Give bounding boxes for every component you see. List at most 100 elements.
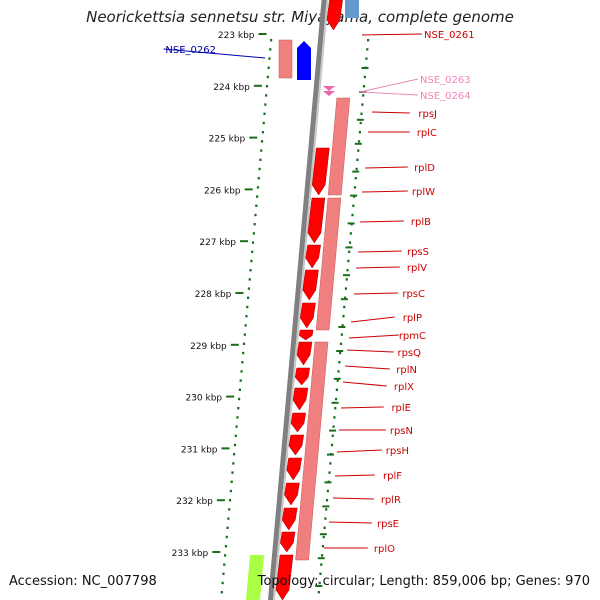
gene-label: rplX xyxy=(394,382,414,393)
right-guide-dot xyxy=(331,434,334,437)
gene-label: rplB xyxy=(411,217,431,228)
gene-arrow xyxy=(302,269,319,301)
left-guide-dot xyxy=(246,305,249,309)
left-guide-dot xyxy=(265,94,268,97)
left-guide-dot xyxy=(237,397,241,401)
scale-label: 229 kbp xyxy=(190,342,227,352)
scale-label: 224 kbp xyxy=(213,83,250,93)
right-guide-dot xyxy=(363,75,366,79)
right-guide-dot xyxy=(325,499,329,502)
left-guide-dot xyxy=(251,250,254,253)
right-guide-dot xyxy=(357,140,361,143)
leader-line xyxy=(353,292,398,295)
accession-text: Accession: NC_007798 xyxy=(9,574,157,589)
leader-line xyxy=(340,406,384,409)
gene-label: rplF xyxy=(383,471,402,482)
gene-label: rpsC xyxy=(402,289,425,300)
right-guide-dot xyxy=(346,269,349,272)
gene-label: rplR xyxy=(381,495,401,506)
right-guide-dot xyxy=(337,370,340,373)
right-guide-dot xyxy=(323,526,326,529)
scale-label: 232 kbp xyxy=(176,497,213,507)
left-guide-dot xyxy=(224,545,228,548)
right-guide-dot xyxy=(342,315,345,318)
left-guide-dot xyxy=(267,66,270,69)
leader-line xyxy=(350,316,395,323)
right-guide-dot xyxy=(354,177,357,180)
backbone xyxy=(268,0,329,600)
right-guide-dot xyxy=(332,425,335,428)
dotted-guides xyxy=(220,39,370,594)
right-guide-dot xyxy=(344,296,347,299)
right-guide-dot xyxy=(321,554,324,557)
gene-marker xyxy=(323,91,335,96)
left-guide-dot xyxy=(247,287,251,290)
left-guide-dot xyxy=(259,158,262,161)
label-leaders xyxy=(163,33,423,549)
gene-arrow xyxy=(294,367,311,386)
left-guide-dot xyxy=(260,140,264,143)
right-guide-dot xyxy=(340,333,343,336)
leader-line xyxy=(332,497,374,500)
right-guide-dot xyxy=(318,581,321,585)
right-guide-dot xyxy=(352,204,355,207)
gene-arrow xyxy=(281,507,298,531)
left-guide-dot xyxy=(244,324,247,327)
left-guide-dot xyxy=(223,563,226,566)
right-guide-dot xyxy=(341,324,344,327)
right-guide-dot xyxy=(334,407,337,410)
right-guide-dot xyxy=(355,167,358,171)
scale-label: 233 kbp xyxy=(172,549,209,559)
scale-label: 230 kbp xyxy=(185,394,222,404)
scale-label: 223 kbp xyxy=(218,31,255,41)
leader-line xyxy=(334,474,375,477)
gene-arrow xyxy=(292,387,309,411)
gene-label: rplP xyxy=(403,313,422,324)
right-guide-dot xyxy=(333,416,336,419)
left-guide-dot xyxy=(226,526,229,529)
left-guide-dot xyxy=(231,471,234,474)
right-guide-dot xyxy=(347,259,350,263)
left-guide-dot xyxy=(237,407,240,410)
left-guide-dot xyxy=(261,131,264,134)
left-guide-dot xyxy=(265,85,269,88)
leader-line xyxy=(359,91,419,96)
map-title: Neorickettsia sennetsu str. Miyayama, co… xyxy=(86,8,514,26)
left-guide-dot xyxy=(239,379,242,382)
left-guide-dot xyxy=(270,39,273,42)
left-guide-dot xyxy=(222,572,225,575)
gene-band-blue xyxy=(345,0,359,18)
gene-label: NSE_0262 xyxy=(165,45,216,56)
left-guide-dot xyxy=(233,443,237,447)
gene-label: rpsN xyxy=(390,426,413,437)
left-guide-dot xyxy=(253,223,256,226)
right-guide-dot xyxy=(326,489,329,493)
gene-features xyxy=(246,0,359,600)
right-guide-dot xyxy=(345,278,348,281)
right-guide-dot xyxy=(336,379,339,382)
leader-line xyxy=(328,521,372,524)
right-guide-dot xyxy=(362,85,366,88)
left-guide-dot xyxy=(235,425,238,428)
right-guide-dot xyxy=(366,48,369,51)
left-guide-dot xyxy=(252,232,255,235)
right-guide-dot xyxy=(343,305,346,309)
right-guide-dot xyxy=(348,250,351,253)
left-guide-dot xyxy=(249,269,252,272)
gene-arrow xyxy=(284,482,300,506)
right-guide-dot xyxy=(324,517,327,520)
gene-band xyxy=(315,197,342,331)
right-guide-dot xyxy=(353,186,357,189)
gene-label: rpsH xyxy=(386,446,409,457)
gene-arrow xyxy=(296,341,313,366)
left-guide-dot xyxy=(245,315,248,318)
right-guide-dot xyxy=(317,591,320,594)
left-guide-dot xyxy=(224,554,227,557)
gene-arrow xyxy=(300,302,316,329)
left-guide-dot xyxy=(257,177,260,180)
right-guide-dot xyxy=(351,213,354,217)
left-guide-dot xyxy=(242,342,246,345)
left-guide-dot xyxy=(233,453,236,456)
